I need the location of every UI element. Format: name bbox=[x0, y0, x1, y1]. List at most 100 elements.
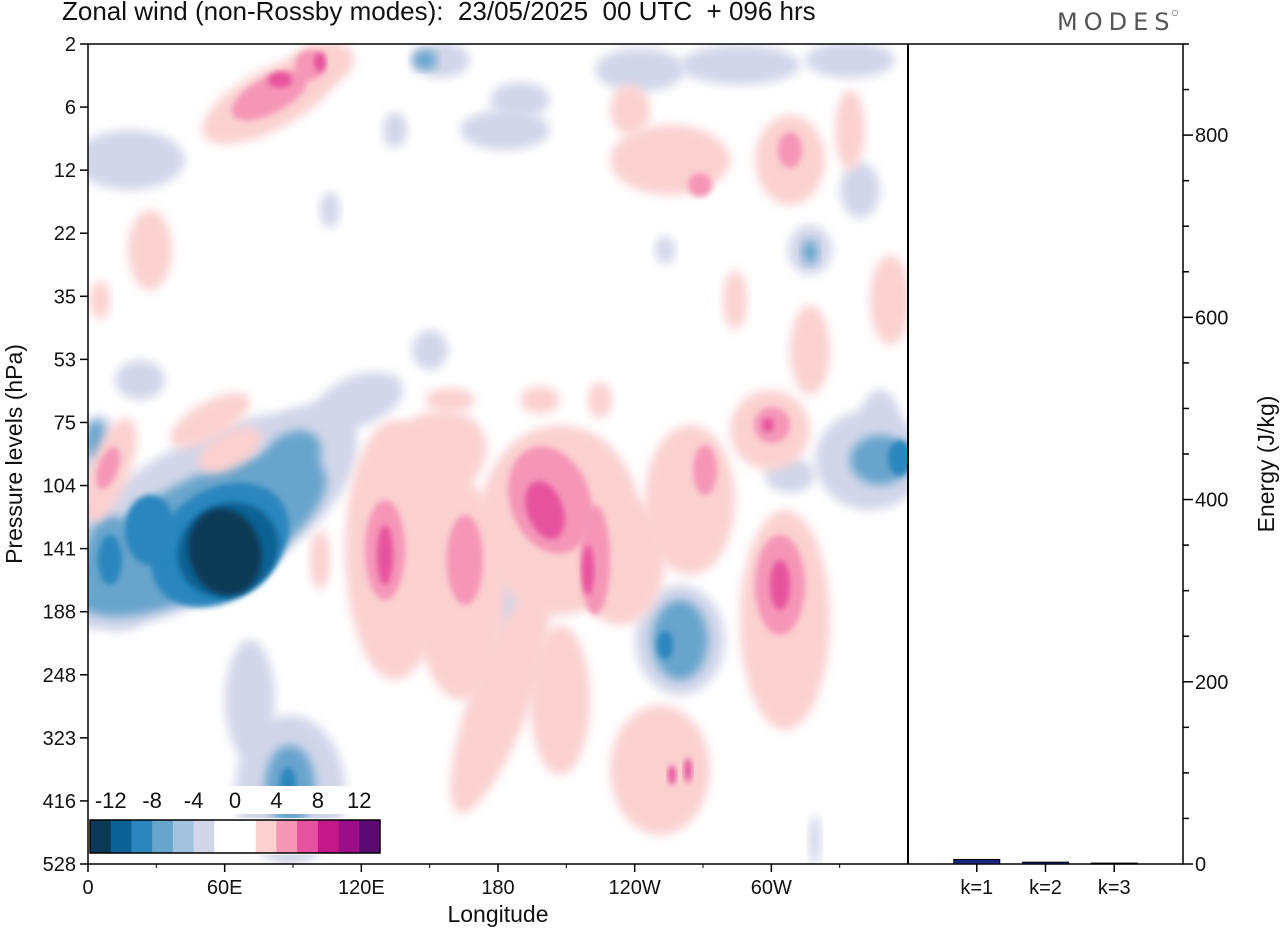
y-tick-label: 12 bbox=[54, 160, 76, 182]
colorbar-label: -12 bbox=[95, 788, 127, 813]
contour-patch bbox=[688, 173, 712, 197]
contour-patch bbox=[413, 50, 437, 70]
y-tick-label: 323 bbox=[43, 728, 76, 750]
colorbar-bin bbox=[338, 820, 360, 853]
colorbar-bin bbox=[359, 820, 381, 853]
y-tick-label: 2 bbox=[65, 34, 76, 56]
colorbar-label-bg bbox=[89, 786, 132, 814]
energy-tick-label: 0 bbox=[1195, 854, 1206, 876]
contour-patch bbox=[610, 125, 730, 195]
colorbar-bin bbox=[255, 820, 277, 853]
contour-patch bbox=[835, 90, 865, 170]
x-axis-title: Longitude bbox=[447, 901, 548, 927]
contour-patch bbox=[805, 44, 895, 78]
energy-category-label: k=3 bbox=[1098, 877, 1131, 899]
contour-patch bbox=[225, 640, 275, 760]
colorbar-label-bg bbox=[338, 786, 381, 814]
contour-patch bbox=[198, 426, 262, 474]
y-tick-label: 141 bbox=[43, 539, 76, 561]
contour-patch bbox=[450, 586, 550, 814]
colorbar-bin bbox=[131, 820, 153, 853]
modes-logo: MODES○ bbox=[1057, 8, 1179, 36]
y-tick-label: 6 bbox=[65, 97, 76, 119]
colorbar-label: 0 bbox=[229, 788, 241, 813]
contour-patch bbox=[770, 560, 790, 610]
colorbar-label: -8 bbox=[142, 788, 162, 813]
contour-patch bbox=[98, 535, 122, 585]
y-tick-label: 248 bbox=[43, 665, 76, 687]
colorbar-bin bbox=[317, 820, 340, 853]
colorbar-bin bbox=[90, 820, 112, 853]
x-tick-label: 0 bbox=[82, 877, 93, 899]
contour-patch bbox=[447, 515, 483, 605]
contour-patch bbox=[684, 758, 692, 782]
contour-patch bbox=[595, 48, 685, 92]
contour-patch bbox=[655, 236, 675, 264]
contour-patch bbox=[90, 280, 110, 320]
contour-patch bbox=[530, 625, 590, 775]
energy-axis-title: Energy (J/kg) bbox=[1253, 396, 1279, 533]
contour-patch bbox=[693, 445, 717, 495]
energy-category-label: k=1 bbox=[960, 877, 993, 899]
contour-patch bbox=[840, 162, 880, 218]
contour-patch bbox=[268, 72, 292, 88]
contour-patch bbox=[809, 815, 821, 864]
contour-patch bbox=[373, 410, 487, 510]
contour-patch bbox=[610, 705, 710, 835]
contour-patch bbox=[588, 382, 612, 418]
energy-bars: 0 200 400 600 800 Energy (J/kg) k=1 k=2 k=3 bbox=[953, 43, 1279, 899]
contour-patch bbox=[314, 52, 326, 72]
colorbar-bin bbox=[152, 820, 174, 853]
y-tick-label: 35 bbox=[54, 286, 76, 308]
colorbar-bin bbox=[110, 820, 132, 853]
contour-patch bbox=[790, 305, 830, 395]
y-tick-label: 188 bbox=[43, 602, 76, 624]
x-tick-label: 60W bbox=[751, 877, 792, 899]
y-tick-label: 75 bbox=[54, 412, 76, 434]
y-tick-label: 416 bbox=[43, 791, 76, 813]
contour-patch bbox=[668, 765, 676, 785]
x-tick-label: 120W bbox=[609, 877, 661, 899]
energy-bar bbox=[953, 858, 1001, 865]
contour-patch bbox=[657, 631, 673, 659]
contour-patch bbox=[95, 447, 121, 489]
contour-patch bbox=[316, 371, 404, 429]
contour-patch bbox=[490, 82, 550, 118]
contour-patch bbox=[377, 525, 393, 585]
colorbar-label-bg bbox=[131, 786, 174, 814]
contour-patch bbox=[723, 270, 747, 330]
contour-patch bbox=[610, 85, 650, 135]
contour-patch bbox=[582, 545, 594, 595]
colorbar-bin bbox=[214, 820, 236, 853]
contour-patch bbox=[870, 255, 908, 345]
logo-text: MODES bbox=[1057, 8, 1176, 36]
colorbar-bin bbox=[172, 820, 195, 853]
contour-patch bbox=[520, 386, 560, 414]
x-tick-label: 120E bbox=[338, 877, 385, 899]
contour-patch bbox=[778, 132, 802, 168]
y-axis-title: Pressure levels (hPa) bbox=[1, 344, 27, 564]
contour-patch bbox=[525, 481, 565, 539]
contour-patch bbox=[645, 425, 735, 575]
contour-patch bbox=[115, 360, 165, 400]
colorbar-bin bbox=[276, 820, 298, 853]
colorbar-bin bbox=[193, 820, 215, 853]
energy-tick-label: 400 bbox=[1195, 490, 1228, 512]
energy-tick-label: 600 bbox=[1195, 307, 1228, 329]
y-tick-label: 22 bbox=[54, 223, 76, 245]
contour-patch bbox=[320, 192, 340, 228]
colorbar-label: 4 bbox=[270, 788, 282, 813]
contour-patch bbox=[125, 495, 175, 565]
contour-patch bbox=[258, 430, 322, 490]
contour-patch bbox=[412, 330, 448, 370]
contour-patch bbox=[860, 390, 900, 450]
contour-patch bbox=[170, 392, 250, 448]
contour-patch bbox=[128, 210, 172, 290]
contour-patch bbox=[460, 110, 550, 150]
colorbar-label-bg bbox=[214, 786, 256, 814]
colorbar-label: -4 bbox=[184, 788, 204, 813]
energy-bar bbox=[1022, 861, 1069, 865]
